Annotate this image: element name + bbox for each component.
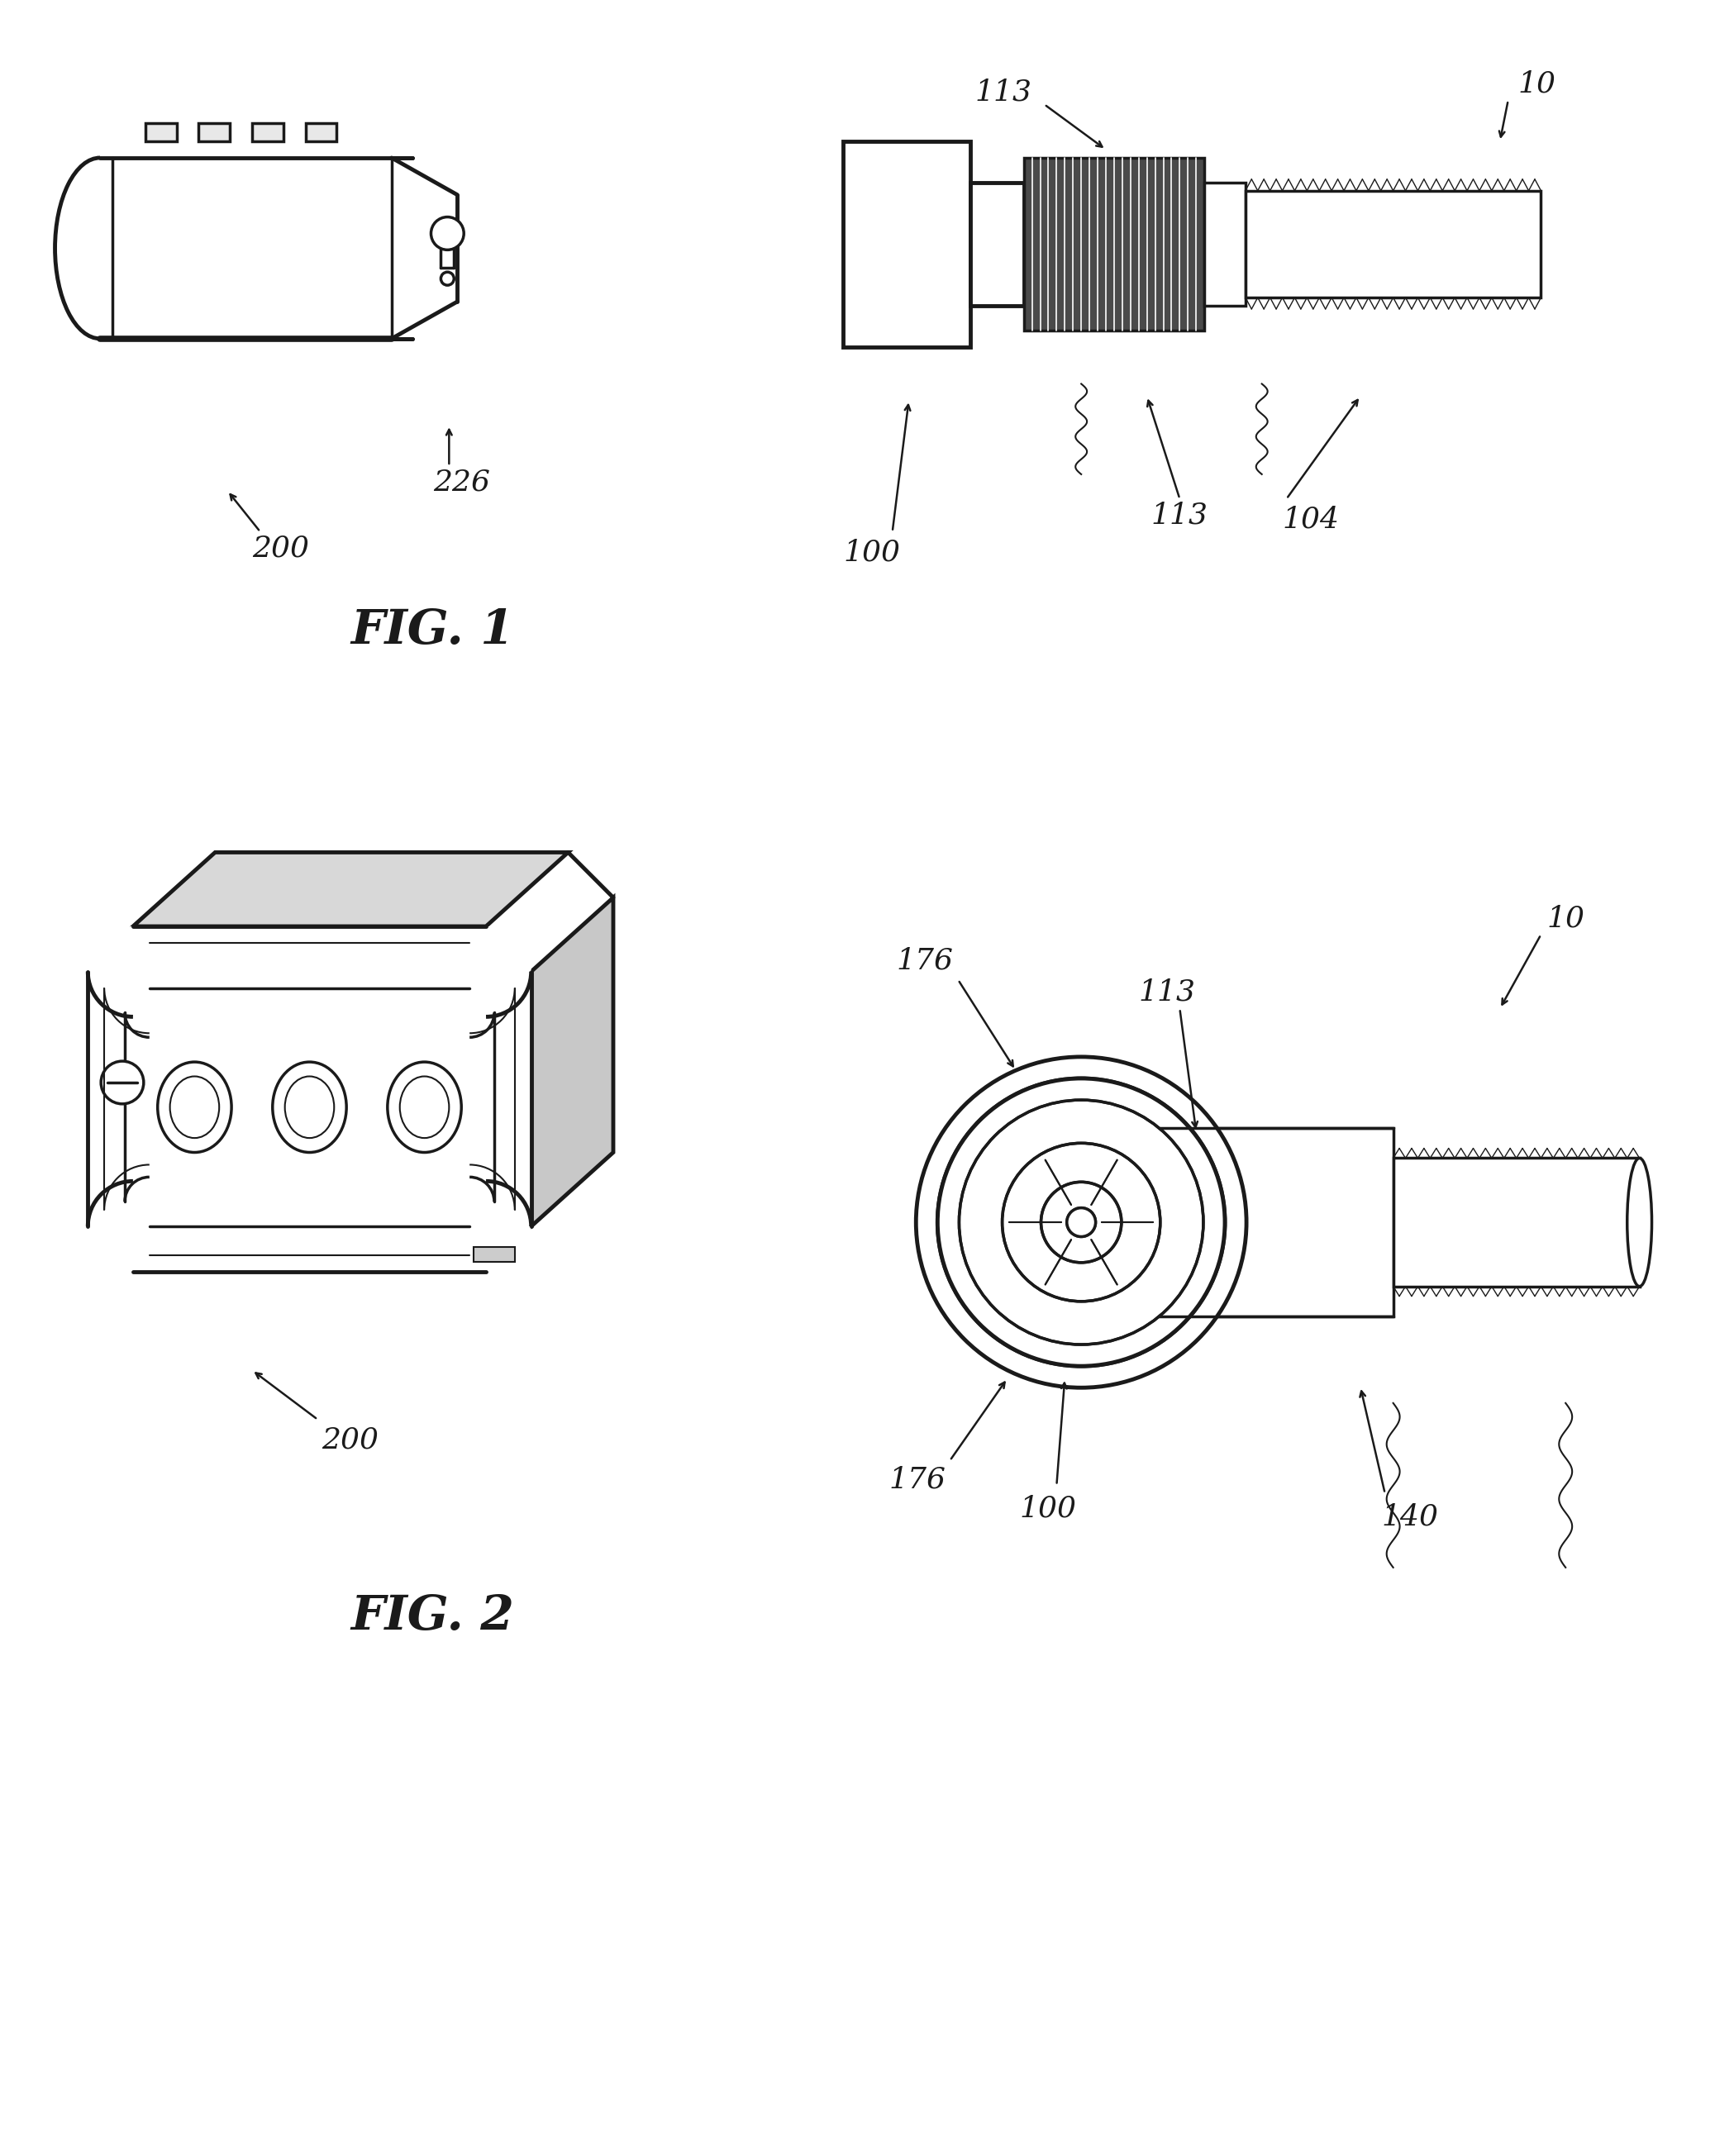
Ellipse shape [388,1063,461,1153]
Text: 100: 100 [844,539,900,567]
Ellipse shape [101,1061,144,1104]
Bar [1024,157,1204,330]
Ellipse shape [938,1078,1225,1367]
Text: 176: 176 [888,1466,945,1494]
Ellipse shape [1041,1181,1122,1263]
Ellipse shape [959,1100,1204,1345]
Text: FIG. 1: FIG. 1 [352,608,514,653]
Text: 226: 226 [432,468,490,496]
Bar [305,123,336,142]
Text: 100: 100 [1020,1494,1077,1522]
Text: 104: 104 [1283,505,1339,533]
Ellipse shape [170,1076,220,1138]
Bar [199,123,230,142]
Ellipse shape [158,1063,232,1153]
Text: 10: 10 [1518,69,1556,97]
Bar [473,1246,514,1261]
Text: FIG. 2: FIG. 2 [352,1593,514,1641]
Bar [1393,1158,1640,1287]
Ellipse shape [1002,1143,1161,1302]
Ellipse shape [400,1076,449,1138]
Bar [252,123,283,142]
Ellipse shape [285,1076,334,1138]
Bar [1204,183,1245,306]
Ellipse shape [430,218,463,250]
Text: 176: 176 [897,946,954,975]
Bar [146,123,177,142]
Bar [1080,1128,1393,1317]
Ellipse shape [441,272,454,285]
Polygon shape [532,897,614,1227]
Text: 113: 113 [1139,979,1195,1007]
Text: 200: 200 [322,1425,379,1453]
Polygon shape [134,852,568,927]
Text: 200: 200 [252,535,309,563]
Bar [844,142,971,347]
Ellipse shape [1067,1207,1096,1238]
Ellipse shape [1628,1158,1652,1287]
FancyBboxPatch shape [87,927,532,1272]
Text: 140: 140 [1381,1503,1439,1531]
Text: 10: 10 [1547,903,1585,931]
Bar [1245,190,1542,298]
Text: 113: 113 [1151,502,1209,530]
Bar [971,183,1024,306]
Ellipse shape [938,1078,1225,1367]
Ellipse shape [1067,1207,1096,1238]
Text: 113: 113 [974,78,1032,106]
Ellipse shape [273,1063,346,1153]
Ellipse shape [916,1056,1247,1388]
